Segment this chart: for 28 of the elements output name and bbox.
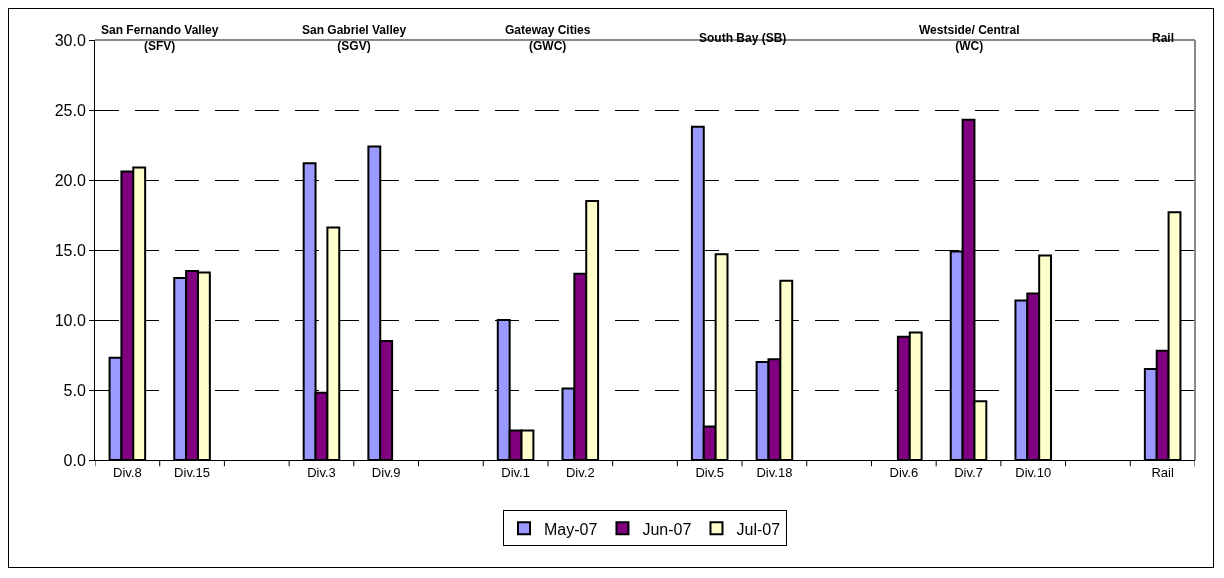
x-tick-label: Div.1: [501, 464, 530, 480]
y-tick-label: 30.0: [54, 31, 86, 49]
annotation: South Bay (SB): [699, 31, 787, 45]
legend-label: May-07: [544, 520, 598, 538]
x-tick-label: Div.2: [565, 464, 595, 480]
annotation: Westside/ Central (WC): [919, 23, 1020, 53]
x-tick-label: Div.10: [1015, 464, 1052, 480]
y-tick-label: 25.0: [54, 101, 86, 119]
x-tick-label: Div.9: [371, 464, 401, 480]
y-tick-label: 20.0: [54, 171, 86, 189]
annotation: Gateway Cities (GWC): [505, 23, 591, 53]
x-tick-label: Rail: [1151, 464, 1174, 480]
x-tick-label: Div.15: [174, 464, 211, 480]
x-tick-label: Div.8: [113, 464, 142, 480]
x-tick-label: Div.6: [889, 464, 919, 480]
legend-label: Jul-07: [736, 520, 781, 538]
x-tick-label: Div.7: [954, 464, 983, 480]
x-tick-label: Div.5: [695, 464, 725, 480]
y-tick-label: 5.0: [63, 381, 86, 399]
y-tick-label: 10.0: [54, 311, 86, 329]
y-tick-label: 15.0: [54, 241, 86, 259]
x-tick-label: Div.18: [756, 464, 793, 480]
x-tick-label: Div.3: [307, 464, 336, 480]
annotation: Rail: [1152, 31, 1175, 45]
y-tick-label: 0.0: [63, 451, 86, 469]
annotation: San Gabriel Valley (SGV): [302, 23, 407, 53]
annotation: San Fernando Valley (SFV): [101, 23, 219, 53]
legend-label: Jun-07: [642, 520, 692, 538]
